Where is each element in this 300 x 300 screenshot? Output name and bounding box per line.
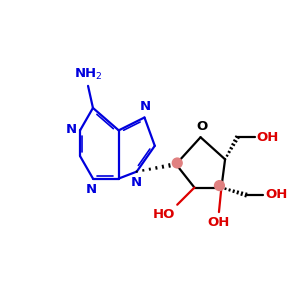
Text: O: O — [196, 120, 207, 133]
Text: N: N — [65, 123, 76, 136]
Text: N: N — [131, 176, 142, 189]
Text: HO: HO — [152, 208, 175, 221]
Text: OH: OH — [265, 188, 287, 201]
Text: N: N — [86, 183, 97, 196]
Text: N: N — [140, 100, 151, 113]
Text: OH: OH — [208, 216, 230, 229]
Circle shape — [172, 158, 182, 168]
Text: OH: OH — [256, 131, 279, 144]
Circle shape — [214, 181, 224, 190]
Text: NH$_2$: NH$_2$ — [74, 67, 103, 82]
